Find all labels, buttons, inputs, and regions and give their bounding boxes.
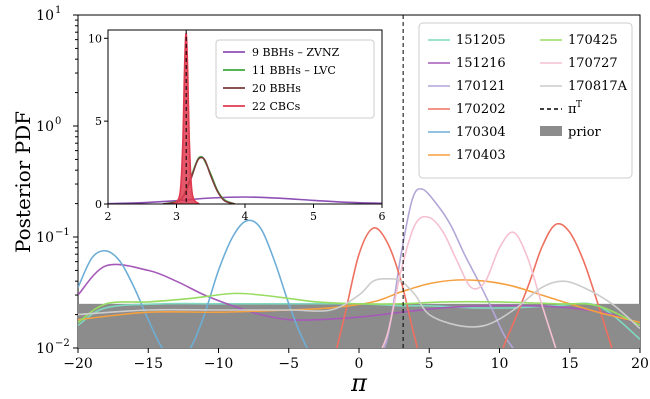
legend-label: 170727	[568, 56, 618, 71]
main-legend: 151205 151216 170121 170202 170304 170403 1704…	[419, 23, 632, 178]
legend-label: 170403	[456, 148, 506, 163]
legend-label: 170202	[456, 102, 506, 117]
x-tick-label: 10	[491, 356, 509, 372]
y-tick-exponent: −2	[55, 338, 70, 349]
x-tick-label: 5	[425, 356, 434, 372]
x-axis-label: π	[350, 369, 368, 397]
y-tick-label: 10	[36, 119, 54, 135]
x-tick-label: −10	[204, 356, 234, 372]
inset-x-tick-label: 5	[310, 210, 317, 223]
y-axis-label: Posterior PDF	[11, 111, 35, 253]
legend-label: 151216	[456, 56, 506, 71]
legend-label: 170304	[456, 125, 506, 140]
legend-label: 170121	[456, 79, 506, 94]
legend-label-superscript: T	[576, 100, 582, 110]
y-tick-exponent: 1	[55, 5, 61, 16]
legend-label: 170425	[568, 33, 618, 48]
y-tick-exponent: −1	[55, 227, 70, 238]
inset-x-tick-label: 3	[173, 210, 180, 223]
inset-y-ticks: 0 5 10	[88, 32, 108, 211]
inset-legend-label: 9 BBHs – ZVNZ	[252, 46, 340, 59]
inset-x-tick-label: 4	[242, 210, 249, 223]
inset-legend: 9 BBHs – ZVNZ 11 BBHs – LVC 20 BBHs 22 CBCs	[216, 40, 374, 118]
x-tick-label: 20	[631, 356, 649, 372]
inset-legend-label: 22 CBCs	[252, 100, 301, 113]
inset-plot: 2 3 4 5 6 0 5 10 9 BBHs – ZVNZ 11 BBHs – LVC 20 …	[88, 30, 386, 223]
x-tick-label: −20	[63, 356, 93, 372]
x-tick-label: 15	[561, 356, 579, 372]
y-tick-label: 10	[36, 341, 54, 357]
legend-label: 170817A	[568, 79, 628, 94]
y-tick-label: 10	[36, 8, 54, 24]
inset-x-tick-label: 2	[105, 210, 112, 223]
legend-swatch	[540, 126, 562, 136]
x-tick-label: −5	[278, 356, 299, 372]
legend-label: prior	[568, 125, 602, 140]
legend-label: 151205	[456, 33, 506, 48]
inset-y-tick-label: 10	[88, 32, 102, 45]
inset-y-tick-label: 5	[95, 115, 102, 128]
inset-x-ticks: 2 3 4 5 6	[105, 204, 386, 223]
inset-legend-label: 11 BBHs – LVC	[252, 64, 336, 77]
x-tick-label: −15	[133, 356, 163, 372]
inset-x-tick-label: 6	[379, 210, 386, 223]
y-tick-exponent: 0	[55, 116, 61, 127]
y-tick-label: 10	[36, 230, 54, 246]
inset-y-tick-label: 0	[95, 198, 102, 211]
inset-legend-label: 20 BBHs	[252, 82, 301, 95]
